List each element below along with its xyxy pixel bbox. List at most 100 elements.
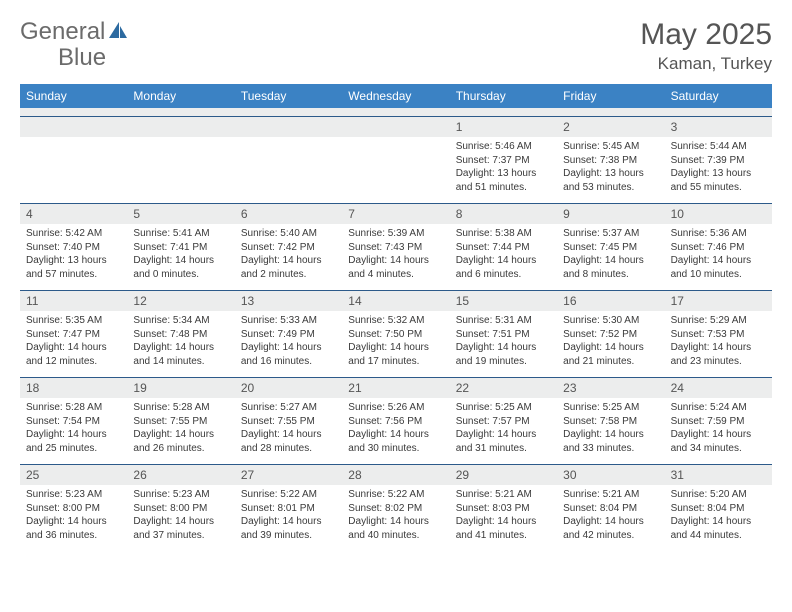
day-cell: 3 Sunrise: 5:44 AMSunset: 7:39 PMDaylight… (665, 117, 772, 203)
sunset-text: Sunset: 7:52 PM (563, 328, 658, 342)
week-row: 11Sunrise: 5:35 AMSunset: 7:47 PMDayligh… (20, 290, 772, 377)
sunset-text: Sunset: 8:03 PM (456, 502, 551, 516)
sunset-text: Sunset: 7:40 PM (26, 241, 121, 255)
day-cell: 24Sunrise: 5:24 AMSunset: 7:59 PMDayligh… (665, 378, 772, 464)
daylight-text: Daylight: 13 hours and 55 minutes. (671, 167, 766, 194)
sunset-text: Sunset: 7:48 PM (133, 328, 228, 342)
daylight-text: Daylight: 14 hours and 10 minutes. (671, 254, 766, 281)
day-cell (127, 117, 234, 203)
sunrise-text: Sunrise: 5:45 AM (563, 140, 658, 154)
sunset-text: Sunset: 7:53 PM (671, 328, 766, 342)
day-number: 22 (450, 378, 557, 398)
day-number: 28 (342, 465, 449, 485)
sunrise-text: Sunrise: 5:44 AM (671, 140, 766, 154)
daylight-text: Daylight: 13 hours and 57 minutes. (26, 254, 121, 281)
sunset-text: Sunset: 7:54 PM (26, 415, 121, 429)
day-cell: 4Sunrise: 5:42 AMSunset: 7:40 PMDaylight… (20, 204, 127, 290)
day-cell: 27Sunrise: 5:22 AMSunset: 8:01 PMDayligh… (235, 465, 342, 551)
daylight-text: Daylight: 14 hours and 41 minutes. (456, 515, 551, 542)
day-cell: 16Sunrise: 5:30 AMSunset: 7:52 PMDayligh… (557, 291, 664, 377)
empty-day (20, 117, 127, 137)
sunrise-text: Sunrise: 5:42 AM (26, 227, 121, 241)
day-number: 23 (557, 378, 664, 398)
sunset-text: Sunset: 8:04 PM (671, 502, 766, 516)
day-number: 16 (557, 291, 664, 311)
weekday-monday: Monday (127, 84, 234, 108)
sunrise-text: Sunrise: 5:23 AM (133, 488, 228, 502)
day-number: 14 (342, 291, 449, 311)
day-cell (342, 117, 449, 203)
daylight-text: Daylight: 14 hours and 39 minutes. (241, 515, 336, 542)
day-cell: 15Sunrise: 5:31 AMSunset: 7:51 PMDayligh… (450, 291, 557, 377)
sunset-text: Sunset: 7:55 PM (241, 415, 336, 429)
location-label: Kaman, Turkey (640, 54, 772, 74)
daylight-text: Daylight: 14 hours and 26 minutes. (133, 428, 228, 455)
day-number: 12 (127, 291, 234, 311)
sunset-text: Sunset: 7:50 PM (348, 328, 443, 342)
header-spacer (20, 108, 772, 116)
day-cell: 19Sunrise: 5:28 AMSunset: 7:55 PMDayligh… (127, 378, 234, 464)
day-cell: 26Sunrise: 5:23 AMSunset: 8:00 PMDayligh… (127, 465, 234, 551)
day-cell: 17Sunrise: 5:29 AMSunset: 7:53 PMDayligh… (665, 291, 772, 377)
sunset-text: Sunset: 8:04 PM (563, 502, 658, 516)
day-number: 11 (20, 291, 127, 311)
sunset-text: Sunset: 7:39 PM (671, 154, 766, 168)
brand-name-b: Blue (58, 44, 106, 72)
daylight-text: Daylight: 14 hours and 37 minutes. (133, 515, 228, 542)
week-row: 1Sunrise: 5:46 AMSunset: 7:37 PMDaylight… (20, 116, 772, 203)
daylight-text: Daylight: 14 hours and 0 minutes. (133, 254, 228, 281)
day-cell: 12Sunrise: 5:34 AMSunset: 7:48 PMDayligh… (127, 291, 234, 377)
day-cell: 11 Sunrise: 5:35 AMSunset: 7:47 PMDayligh… (20, 291, 127, 377)
sunset-text: Sunset: 7:44 PM (456, 241, 551, 255)
day-number: 1 (450, 117, 557, 137)
sunrise-text: Sunrise: 5:35 AM (26, 314, 121, 328)
day-number: 29 (450, 465, 557, 485)
sunset-text: Sunset: 7:38 PM (563, 154, 658, 168)
weekday-sunday: Sunday (20, 84, 127, 108)
day-number: 3 (665, 117, 772, 137)
sunrise-text: Sunrise: 5:34 AM (133, 314, 228, 328)
day-cell (20, 117, 127, 203)
daylight-text: Daylight: 14 hours and 36 minutes. (26, 515, 121, 542)
sunset-text: Sunset: 7:56 PM (348, 415, 443, 429)
month-title: May 2025 (640, 18, 772, 52)
day-cell: 22Sunrise: 5:25 AMSunset: 7:57 PMDayligh… (450, 378, 557, 464)
day-cell: 20Sunrise: 5:27 AMSunset: 7:55 PMDayligh… (235, 378, 342, 464)
weekday-thursday: Thursday (450, 84, 557, 108)
day-cell (235, 117, 342, 203)
daylight-text: Daylight: 14 hours and 44 minutes. (671, 515, 766, 542)
calendar: SundayMondayTuesdayWednesdayThursdayFrid… (20, 84, 772, 551)
day-cell: 14Sunrise: 5:32 AMSunset: 7:50 PMDayligh… (342, 291, 449, 377)
daylight-text: Daylight: 14 hours and 8 minutes. (563, 254, 658, 281)
sunrise-text: Sunrise: 5:33 AM (241, 314, 336, 328)
daylight-text: Daylight: 14 hours and 23 minutes. (671, 341, 766, 368)
day-cell: 28Sunrise: 5:22 AMSunset: 8:02 PMDayligh… (342, 465, 449, 551)
sunset-text: Sunset: 7:59 PM (671, 415, 766, 429)
daylight-text: Daylight: 14 hours and 31 minutes. (456, 428, 551, 455)
day-number: 6 (235, 204, 342, 224)
day-cell: 9Sunrise: 5:37 AMSunset: 7:45 PMDaylight… (557, 204, 664, 290)
sunrise-text: Sunrise: 5:23 AM (26, 488, 121, 502)
daylight-text: Daylight: 14 hours and 4 minutes. (348, 254, 443, 281)
daylight-text: Daylight: 14 hours and 12 minutes. (26, 341, 121, 368)
day-number: 18 (20, 378, 127, 398)
sunset-text: Sunset: 8:00 PM (26, 502, 121, 516)
day-cell: 29Sunrise: 5:21 AMSunset: 8:03 PMDayligh… (450, 465, 557, 551)
day-cell: 8Sunrise: 5:38 AMSunset: 7:44 PMDaylight… (450, 204, 557, 290)
page-header: General Blue May 2025 Kaman, Turkey (20, 18, 772, 74)
day-cell: 2 Sunrise: 5:45 AMSunset: 7:38 PMDaylight… (557, 117, 664, 203)
day-number: 9 (557, 204, 664, 224)
day-number: 8 (450, 204, 557, 224)
weekday-wednesday: Wednesday (342, 84, 449, 108)
title-block: May 2025 Kaman, Turkey (640, 18, 772, 74)
sunset-text: Sunset: 8:00 PM (133, 502, 228, 516)
day-cell: 10Sunrise: 5:36 AMSunset: 7:46 PMDayligh… (665, 204, 772, 290)
day-number: 2 (557, 117, 664, 137)
daylight-text: Daylight: 14 hours and 33 minutes. (563, 428, 658, 455)
weekday-saturday: Saturday (665, 84, 772, 108)
sunset-text: Sunset: 7:47 PM (26, 328, 121, 342)
sunrise-text: Sunrise: 5:41 AM (133, 227, 228, 241)
sunset-text: Sunset: 7:45 PM (563, 241, 658, 255)
daylight-text: Daylight: 13 hours and 53 minutes. (563, 167, 658, 194)
daylight-text: Daylight: 14 hours and 16 minutes. (241, 341, 336, 368)
